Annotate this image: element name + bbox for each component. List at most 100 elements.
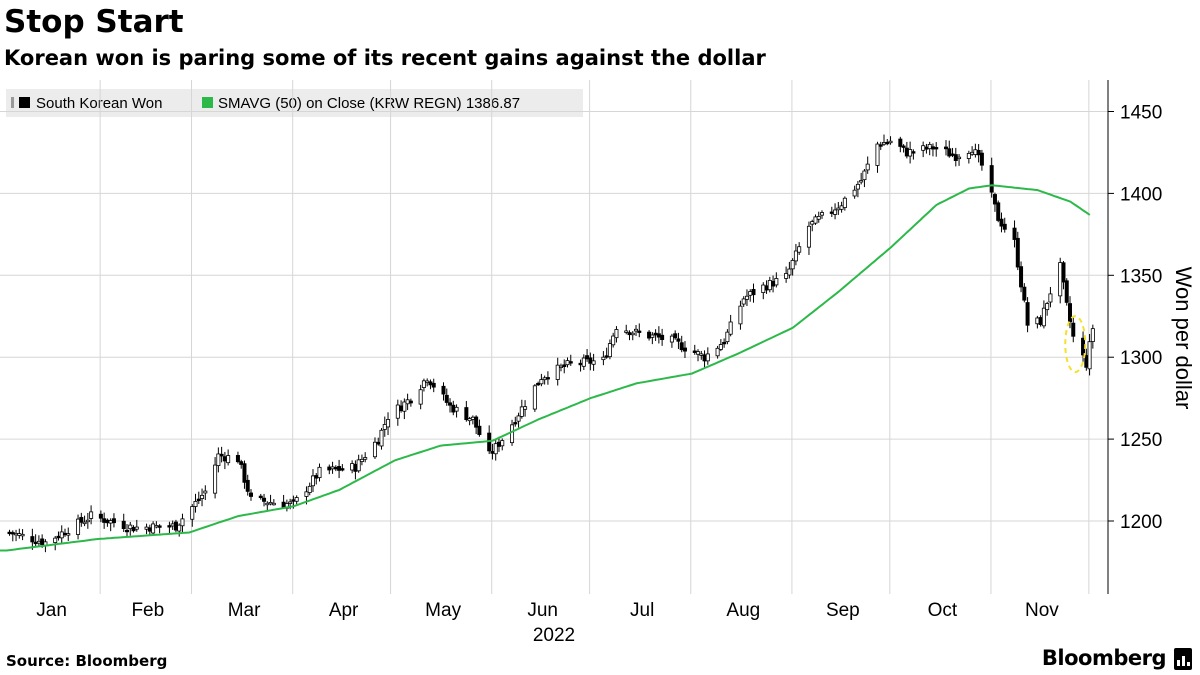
candle-body xyxy=(862,170,867,181)
candle-body xyxy=(1064,280,1069,303)
candle-body xyxy=(405,399,410,405)
candle-body xyxy=(62,532,67,536)
candle-body xyxy=(992,194,997,205)
grid xyxy=(0,80,1108,594)
x-tick-label: Jun xyxy=(527,600,558,621)
candle-body xyxy=(673,333,678,339)
candle-body xyxy=(855,183,860,190)
candle-body xyxy=(806,225,811,248)
candle-body xyxy=(957,156,962,160)
candle-body xyxy=(722,341,727,345)
candle-body xyxy=(193,500,198,507)
candle-body xyxy=(878,144,883,147)
candle-body xyxy=(784,273,789,279)
x-tick-label: Oct xyxy=(928,600,958,621)
x-tick-label: Sep xyxy=(826,600,860,621)
candle-body xyxy=(682,347,687,352)
candle-body xyxy=(1090,328,1095,342)
candle-body xyxy=(705,353,710,362)
candle-body xyxy=(157,525,162,528)
candle-body xyxy=(464,407,469,420)
candle-body xyxy=(536,382,541,386)
candle-body xyxy=(947,148,952,157)
legend-box xyxy=(6,89,583,117)
candlestick-chart: South Korean Won SMAVG (50) on Close (KR… xyxy=(0,80,1196,645)
candle-body xyxy=(151,523,156,534)
candle-body xyxy=(852,189,857,197)
candle-body xyxy=(771,280,776,287)
candle-body xyxy=(911,151,916,154)
candle-body xyxy=(395,404,400,419)
candle-body xyxy=(702,354,707,362)
candle-body xyxy=(950,153,955,156)
candle-body xyxy=(738,305,743,325)
candle-body xyxy=(441,385,446,395)
candle-body xyxy=(167,525,172,528)
candle-body xyxy=(944,146,949,150)
candle-body xyxy=(190,506,195,520)
candle-body xyxy=(291,499,296,502)
candle-body xyxy=(477,425,482,435)
candle-body xyxy=(558,365,563,369)
y-axis-label: Won per dollar xyxy=(1171,267,1196,410)
candle-body xyxy=(581,357,586,367)
candle-body xyxy=(493,443,498,455)
candle-body xyxy=(431,382,436,388)
candle-body xyxy=(542,377,547,381)
y-axis: 1200 1250 1300 1350 1400 1450 xyxy=(1108,103,1162,533)
candle-body xyxy=(725,331,730,343)
candle-body xyxy=(1048,293,1053,303)
candle-body xyxy=(966,152,971,159)
legend-item-sma: SMAVG (50) on Close (KRW REGN) 1386.87 xyxy=(202,95,520,112)
candle-body xyxy=(728,321,733,335)
candle-body xyxy=(973,149,978,155)
candle-body xyxy=(17,533,22,536)
candle-body xyxy=(669,335,674,343)
candle-body xyxy=(634,328,639,332)
legend-candle-wick xyxy=(11,97,14,108)
candle-body xyxy=(921,145,926,151)
chart-title: Stop Start xyxy=(4,4,184,40)
x-tick-label: Jan xyxy=(36,600,67,621)
candle-body xyxy=(565,360,570,366)
candle-body xyxy=(216,453,221,467)
candle-body xyxy=(1058,262,1063,297)
candle-body xyxy=(820,212,825,216)
candle-body xyxy=(1022,286,1027,301)
candle-body xyxy=(124,529,129,533)
candle-body xyxy=(66,533,71,536)
candle-body xyxy=(177,524,182,532)
candle-body xyxy=(425,380,430,383)
candle-body xyxy=(516,415,521,422)
candle-body xyxy=(59,531,64,539)
candle-body xyxy=(14,532,19,536)
bloomberg-logo: Bloomberg xyxy=(1041,646,1167,670)
candle-body xyxy=(744,295,749,300)
candle-body xyxy=(1084,355,1089,368)
candle-body xyxy=(810,221,815,225)
candle-body xyxy=(761,284,766,293)
candle-body xyxy=(265,502,270,506)
candle-body xyxy=(154,525,159,528)
legend-item-candle: South Korean Won xyxy=(11,95,162,112)
x-tick-label: Feb xyxy=(131,600,164,621)
candle-body xyxy=(996,202,1001,221)
x-tick-label: Aug xyxy=(726,600,760,621)
candle-body xyxy=(1012,227,1017,240)
candle-body xyxy=(421,380,426,388)
candle-body xyxy=(718,344,723,350)
candle-body xyxy=(764,285,769,291)
candle-body xyxy=(882,142,887,145)
candle-body xyxy=(33,541,38,545)
highlight-ellipse xyxy=(1064,315,1087,374)
candle-body xyxy=(428,381,433,386)
candle-body xyxy=(934,147,939,150)
candle-body xyxy=(379,429,384,447)
candle-body xyxy=(1061,262,1066,283)
candle-body xyxy=(350,463,355,471)
candle-body xyxy=(793,250,798,262)
candle-body xyxy=(359,458,364,462)
candle-body xyxy=(304,491,309,497)
y-tick-label: 1400 xyxy=(1120,184,1162,205)
candle-body xyxy=(330,466,335,470)
